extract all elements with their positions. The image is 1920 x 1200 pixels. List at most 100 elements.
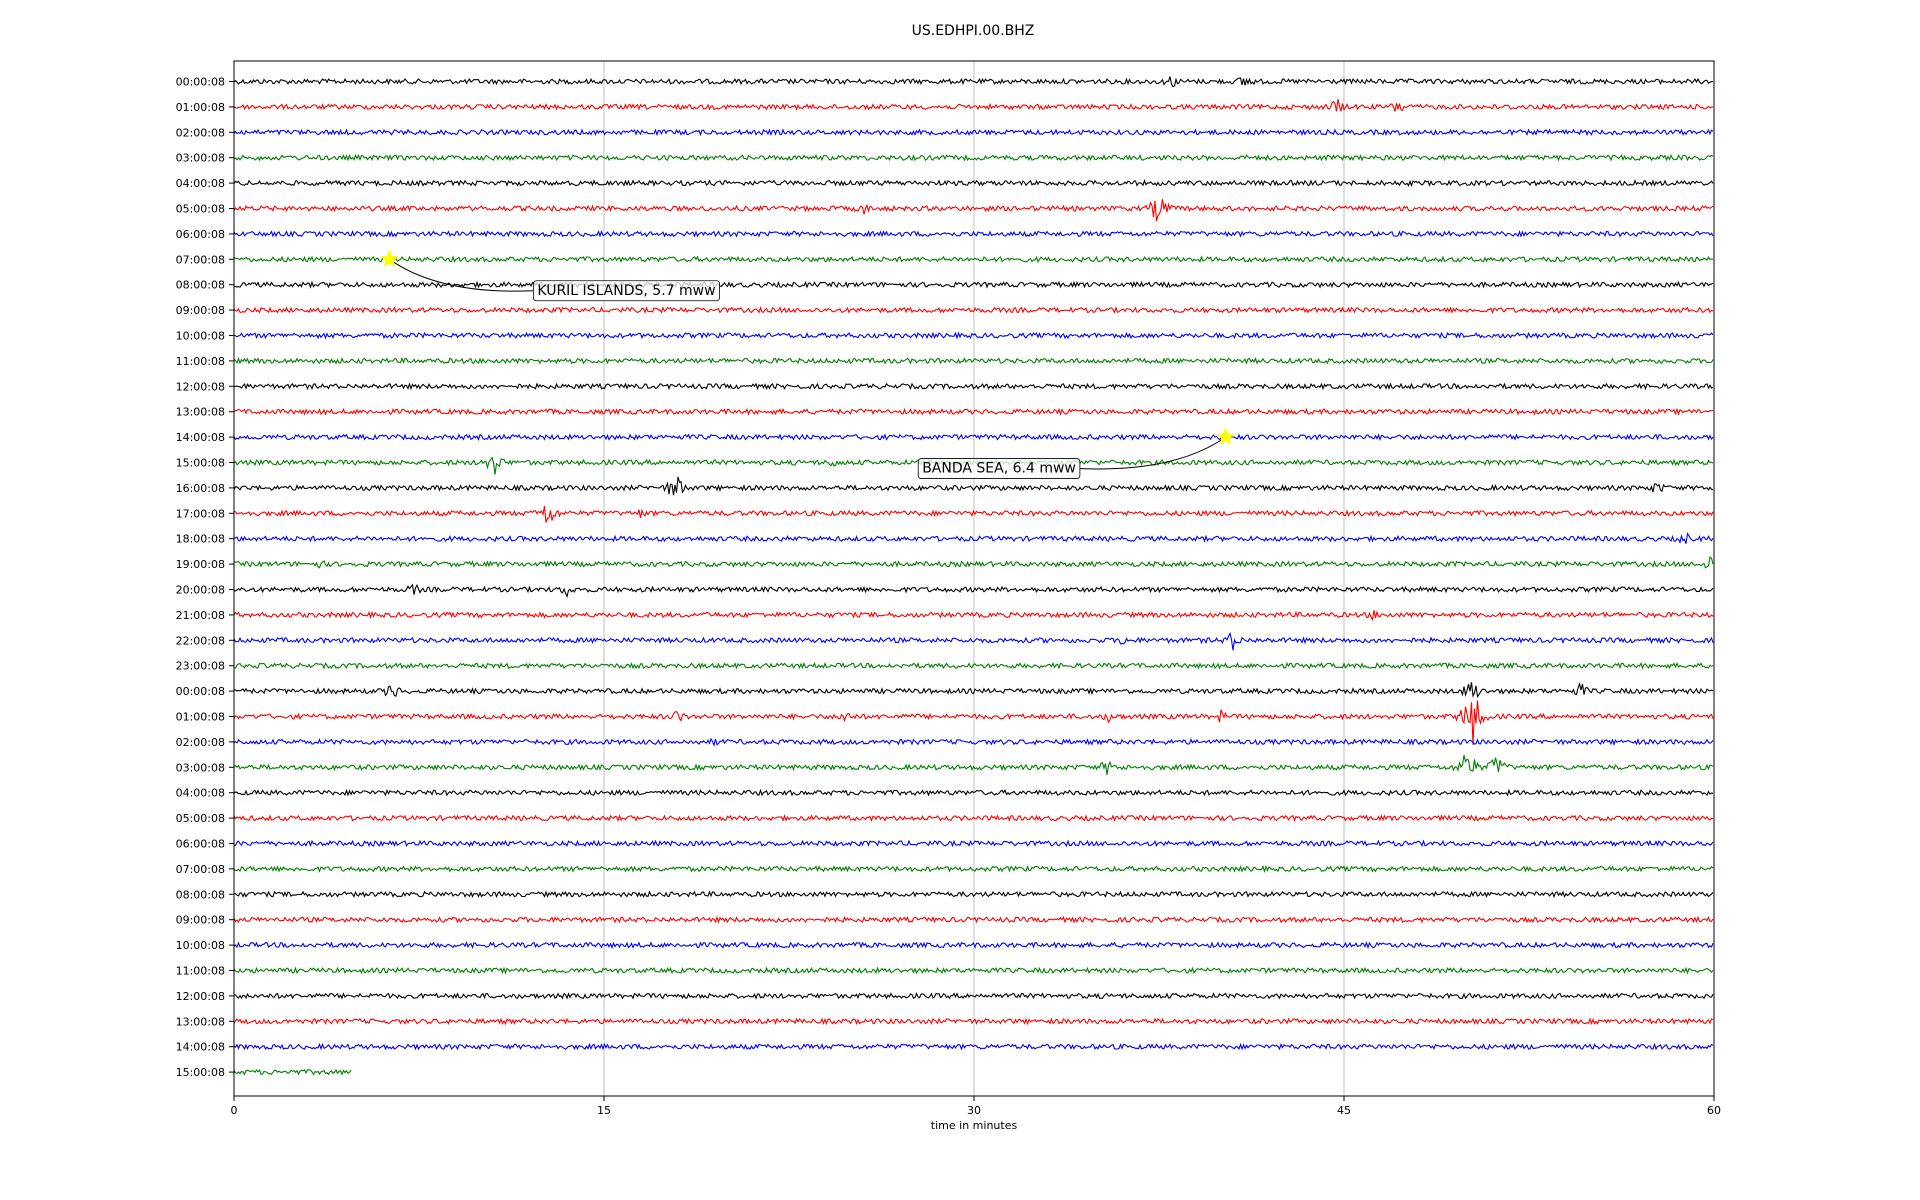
trace-row-39 (233, 1068, 352, 1076)
y-tick-label: 10:00:08 (176, 939, 225, 952)
y-tick-label: 15:00:08 (176, 457, 225, 470)
y-tick-label: 08:00:08 (176, 888, 225, 901)
trace-row-22 (233, 631, 1714, 651)
trace-row-24 (233, 682, 1714, 698)
y-tick-label: 00:00:08 (176, 76, 225, 89)
trace-row-37 (233, 1017, 1714, 1026)
trace-row-1 (233, 99, 1714, 112)
y-tick-label: 01:00:08 (176, 101, 225, 114)
trace-row-38 (233, 1042, 1714, 1051)
y-tick-label: 06:00:08 (176, 838, 225, 851)
y-tick-label: 09:00:08 (176, 304, 225, 317)
trace-row-0 (233, 76, 1714, 88)
trace-row-16 (233, 476, 1714, 496)
trace-row-21 (233, 610, 1714, 622)
trace-row-20 (233, 583, 1714, 599)
trace-row-32 (233, 890, 1714, 899)
y-tick-label: 02:00:08 (176, 126, 225, 139)
trace-row-6 (233, 229, 1714, 238)
x-tick-label: 0 (231, 1104, 238, 1117)
y-tick-label: 11:00:08 (176, 965, 225, 978)
chart-title: US.EDHPI.00.BHZ (912, 23, 1035, 39)
y-tick-label: 13:00:08 (176, 1015, 225, 1028)
event-annotation-1: BANDA SEA, 6.4 mww (917, 427, 1235, 479)
y-tick-label: 04:00:08 (176, 177, 225, 190)
trace-row-35 (233, 966, 1714, 975)
trace-row-25 (233, 700, 1714, 746)
trace-row-10 (233, 331, 1714, 340)
x-tick-label: 45 (1337, 1104, 1351, 1117)
y-tick-label: 05:00:08 (176, 812, 225, 825)
trace-row-36 (233, 992, 1714, 1000)
y-tick-label: 03:00:08 (176, 152, 225, 165)
x-axis-label: time in minutes (931, 1119, 1018, 1132)
trace-row-9 (233, 305, 1714, 315)
event-label-box (917, 458, 1081, 479)
x-tick-label: 15 (597, 1104, 611, 1117)
y-tick-label: 10:00:08 (176, 330, 225, 343)
event-star-icon (380, 249, 399, 268)
trace-row-26 (233, 737, 1714, 747)
trace-row-3 (233, 153, 1714, 162)
trace-row-18 (233, 532, 1714, 544)
event-label: BANDA SEA, 6.4 mww (922, 461, 1076, 477)
y-tick-label: 11:00:08 (176, 355, 225, 368)
grid-lines (603, 61, 1345, 1096)
y-tick-label: 01:00:08 (176, 711, 225, 724)
y-tick-label: 06:00:08 (176, 228, 225, 241)
trace-row-13 (233, 407, 1714, 416)
event-connector (389, 258, 534, 292)
y-tick-label: 20:00:08 (176, 584, 225, 597)
y-tick-label: 13:00:08 (176, 406, 225, 419)
y-tick-label: 23:00:08 (176, 660, 225, 673)
event-star-icon (1216, 427, 1235, 445)
y-tick-label: 14:00:08 (176, 431, 225, 444)
trace-row-7 (233, 255, 1714, 264)
y-tick-label: 12:00:08 (176, 990, 225, 1003)
trace-row-28 (233, 788, 1714, 797)
event-label: KURIL ISLANDS, 5.7 mww (537, 283, 715, 299)
trace-row-27 (233, 754, 1714, 776)
trace-rows (233, 76, 1714, 1076)
y-tick-label: 09:00:08 (176, 914, 225, 927)
x-tick-label: 60 (1707, 1104, 1721, 1117)
trace-row-31 (233, 864, 1714, 874)
y-tick-label: 00:00:08 (176, 685, 225, 698)
trace-row-4 (233, 179, 1714, 188)
trace-row-19 (233, 556, 1714, 569)
y-tick-label: 03:00:08 (176, 761, 225, 774)
y-tick-label: 15:00:08 (176, 1066, 225, 1079)
trace-row-30 (233, 839, 1714, 848)
y-tick-label: 07:00:08 (176, 253, 225, 266)
x-axis-ticks: 0 15 30 45 60 (231, 1096, 1721, 1117)
y-tick-label: 17:00:08 (176, 507, 225, 520)
y-tick-label: 22:00:08 (176, 634, 225, 647)
event-annotation-0: KURIL ISLANDS, 5.7 mww (380, 249, 720, 302)
event-label-box (533, 280, 720, 302)
y-tick-label: 08:00:08 (176, 279, 225, 292)
y-tick-label: 12:00:08 (176, 380, 225, 393)
y-tick-label: 02:00:08 (176, 736, 225, 749)
trace-row-17 (233, 505, 1714, 523)
trace-row-12 (233, 382, 1714, 391)
trace-row-14 (233, 433, 1714, 442)
trace-row-11 (233, 356, 1714, 365)
event-connector (1079, 436, 1226, 470)
y-tick-label: 16:00:08 (176, 482, 225, 495)
y-tick-label: 21:00:08 (176, 609, 225, 622)
trace-row-8 (233, 280, 1714, 289)
trace-row-34 (233, 941, 1714, 950)
x-tick-label: 30 (967, 1104, 981, 1117)
trace-row-29 (233, 814, 1714, 823)
y-tick-label: 07:00:08 (176, 863, 225, 876)
trace-row-5 (233, 199, 1714, 222)
row-time-labels: 00:00:08 01:00:08 02:00:08 03:00:08 04:00:08… (176, 76, 234, 1079)
y-tick-label: 05:00:08 (176, 203, 225, 216)
trace-row-33 (233, 915, 1714, 924)
y-tick-label: 19:00:08 (176, 558, 225, 571)
y-tick-label: 14:00:08 (176, 1041, 225, 1054)
y-tick-label: 04:00:08 (176, 787, 225, 800)
trace-row-23 (233, 661, 1714, 670)
